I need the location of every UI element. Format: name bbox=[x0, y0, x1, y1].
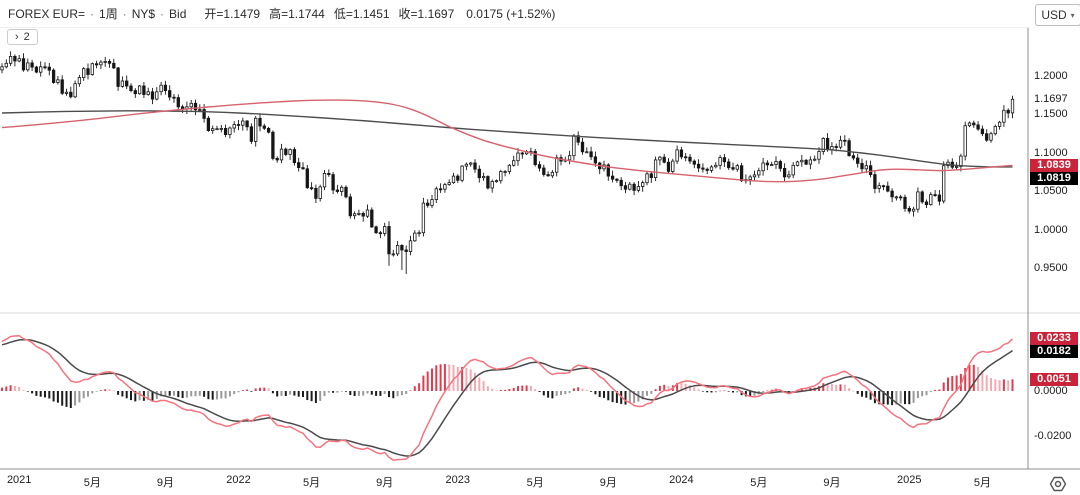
price-tick-label: 1.1000 bbox=[1034, 146, 1068, 159]
macd-hist-badge: 0.0051 bbox=[1030, 372, 1078, 386]
ma-red-line bbox=[1, 99, 1013, 183]
price-tick-label: 1.0500 bbox=[1034, 185, 1068, 197]
time-axis-label: 5月 bbox=[303, 477, 321, 489]
macd-tick-label: -0.0200 bbox=[1034, 429, 1072, 442]
time-axis-label: 9月 bbox=[823, 477, 841, 489]
macd-signal-badge: 0.0182 bbox=[1030, 345, 1078, 359]
symbol-title: FOREX EUR= bbox=[8, 6, 86, 21]
macd-tick-label: 0.0000 bbox=[1034, 384, 1068, 397]
session-label: NY$ bbox=[131, 6, 156, 21]
time-axis-label: 5月 bbox=[526, 477, 544, 489]
candlestick-series bbox=[0, 51, 1015, 274]
ma-dark-line bbox=[1, 110, 1013, 168]
time-axis-label: 2025 bbox=[897, 474, 922, 486]
change-value: 0.0175 (+1.52%) bbox=[466, 6, 556, 21]
settings-gear-icon[interactable] bbox=[1047, 473, 1069, 495]
macd-histogram bbox=[1, 364, 1014, 408]
currency-label: USD bbox=[1041, 8, 1067, 22]
time-axis-label: 2021 bbox=[6, 474, 32, 486]
open-field: 开=1.1479 bbox=[204, 7, 261, 21]
macd-line bbox=[1, 334, 1014, 461]
time-axis-label: 5月 bbox=[83, 477, 101, 489]
separator-dot: · bbox=[90, 6, 95, 21]
chart-header: FOREX EUR= · 1周 · NY$ · Bid 开=1.1479 高=1… bbox=[0, 0, 1030, 28]
time-axis-label: 2022 bbox=[226, 474, 251, 486]
price-type-label: Bid bbox=[169, 6, 187, 21]
pane-collapse-toggle[interactable]: › 2 bbox=[7, 29, 38, 45]
high-field: 高=1.1744 bbox=[269, 7, 325, 21]
separator-dot: · bbox=[160, 6, 165, 21]
interval-label: 1周 bbox=[99, 7, 118, 21]
separator-dot: · bbox=[122, 6, 127, 21]
time-axis-label: 5月 bbox=[750, 477, 768, 489]
ohlc-fields: 开=1.1479 高=1.1744 低=1.1451 收=1.1697 bbox=[204, 5, 454, 22]
time-axis-label: 9月 bbox=[599, 477, 617, 489]
price-tick-label: 1.1500 bbox=[1034, 108, 1068, 120]
macd-signal-line bbox=[1, 338, 1013, 457]
price-tick-label: 0.9500 bbox=[1034, 262, 1068, 274]
low-field: 低=1.1451 bbox=[333, 7, 390, 21]
price-current-label: 1.1697 bbox=[1034, 92, 1068, 105]
pane-count: 2 bbox=[23, 31, 30, 43]
close-field: 收=1.1697 bbox=[398, 7, 455, 21]
macd-value-badge: 0.0233 bbox=[1030, 332, 1078, 346]
time-axis-label: 9月 bbox=[156, 477, 174, 489]
price-ma-dark-badge: 1.0819 bbox=[1030, 171, 1078, 185]
price-tick-label: 1.0000 bbox=[1034, 223, 1068, 236]
price-tick-label: 1.2000 bbox=[1034, 69, 1068, 82]
time-axis-label: 2024 bbox=[669, 474, 694, 486]
price-ma-red-badge: 1.0839 bbox=[1030, 158, 1078, 172]
chevron-right-icon: › bbox=[15, 31, 19, 43]
time-axis-label: 2023 bbox=[445, 474, 471, 486]
currency-dropdown[interactable]: USD ▾ bbox=[1035, 4, 1080, 26]
time-axis-label: 5月 bbox=[973, 477, 991, 489]
time-axis-label: 9月 bbox=[376, 477, 394, 489]
chevron-down-icon: ▾ bbox=[1070, 10, 1075, 20]
